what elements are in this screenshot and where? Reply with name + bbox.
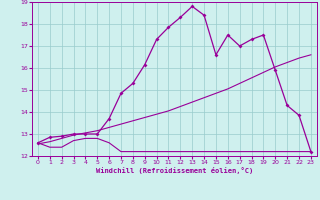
X-axis label: Windchill (Refroidissement éolien,°C): Windchill (Refroidissement éolien,°C) <box>96 167 253 174</box>
